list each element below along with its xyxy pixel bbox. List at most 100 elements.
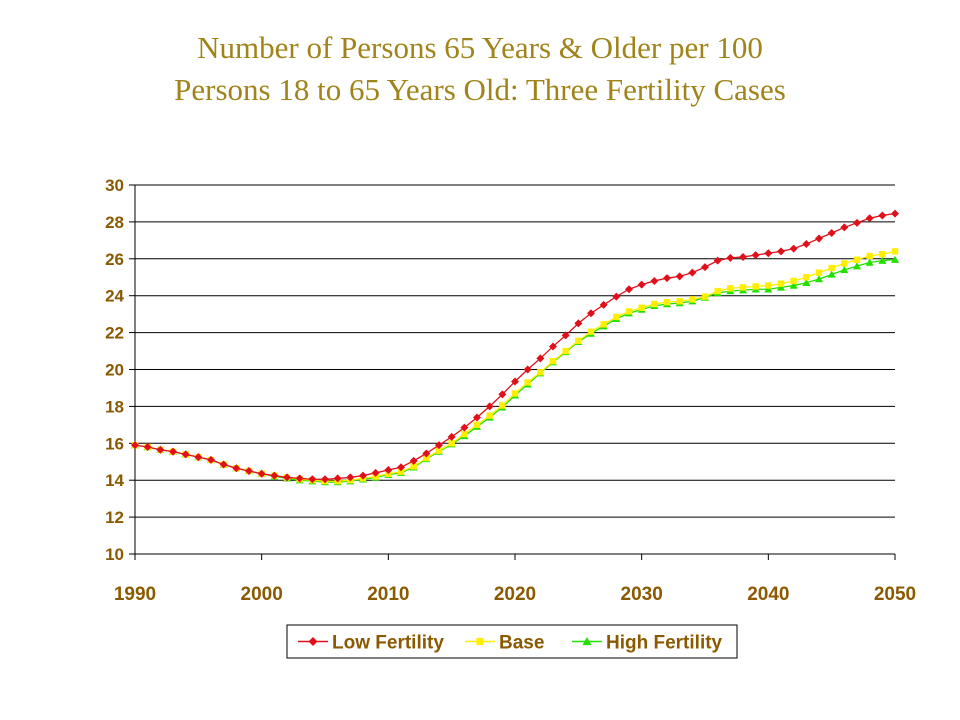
- data-point: [701, 263, 709, 272]
- data-point: [561, 331, 570, 340]
- data-point: [739, 252, 747, 261]
- legend-label: Base: [499, 633, 544, 654]
- data-point: [840, 223, 849, 232]
- data-point: [181, 450, 190, 459]
- data-point: [853, 256, 861, 263]
- data-point: [827, 270, 836, 278]
- y-tick-labels: 10 12 14 16 18 20 22 24 26 28 30: [105, 176, 124, 564]
- data-point: [524, 379, 531, 386]
- y-tick-label: 26: [105, 250, 124, 269]
- data-point: [511, 377, 519, 386]
- legend-box: [286, 624, 738, 659]
- series-group: [131, 209, 899, 486]
- data-point: [283, 473, 291, 482]
- series-low-fertility: [131, 209, 899, 484]
- data-point: [714, 287, 721, 295]
- data-point: [878, 256, 887, 264]
- y-tick-label: 16: [105, 434, 124, 453]
- chart-title-line-1: Number of Persons 65 Years & Older per 1…: [197, 30, 763, 65]
- data-point: [511, 390, 519, 397]
- data-point: [333, 474, 342, 483]
- data-point: [853, 262, 861, 270]
- data-point: [422, 449, 431, 458]
- data-point: [156, 445, 165, 454]
- data-point: [651, 300, 658, 308]
- data-point: [878, 211, 887, 220]
- data-point: [676, 298, 683, 305]
- data-point: [865, 214, 874, 223]
- data-point: [448, 440, 455, 447]
- data-point: [879, 250, 886, 258]
- data-point: [169, 447, 177, 456]
- data-point: [726, 253, 735, 262]
- data-point: [752, 283, 759, 290]
- data-point: [790, 277, 797, 285]
- x-tick-label: 2020: [494, 584, 536, 605]
- legend-marker: [582, 637, 592, 646]
- data-point: [498, 390, 507, 399]
- axes: [129, 184, 896, 560]
- y-tick-label: 30: [105, 176, 124, 195]
- data-point: [460, 423, 469, 432]
- x-tick-labels: 1990 2000 2010 2020 2030 2040 2050: [114, 584, 916, 605]
- legend-label: Low Fertility: [332, 633, 444, 654]
- data-point: [587, 309, 595, 318]
- series-high-fertility: [131, 255, 899, 486]
- data-point: [599, 300, 608, 309]
- data-point: [359, 471, 367, 480]
- data-point: [409, 456, 418, 465]
- data-point: [473, 421, 481, 429]
- y-tick-label: 22: [105, 324, 124, 343]
- y-tick-label: 14: [105, 471, 124, 490]
- y-tick-label: 24: [105, 287, 124, 306]
- x-tick-label: 2050: [874, 584, 916, 605]
- data-point: [815, 275, 823, 283]
- y-tick-label: 12: [105, 508, 124, 527]
- data-point: [397, 463, 405, 472]
- legend-item-low-fertility: Low Fertility: [298, 633, 444, 654]
- data-point: [270, 471, 279, 480]
- data-point: [841, 260, 848, 267]
- chart-title-line-2: Persons 18 to 65 Years Old: Three Fertil…: [174, 72, 786, 107]
- data-point: [384, 466, 393, 475]
- x-tick-label: 2040: [747, 584, 789, 605]
- y-tick-label: 28: [105, 213, 124, 232]
- data-point: [815, 234, 823, 243]
- data-point: [853, 218, 861, 227]
- y-tick-label: 18: [105, 397, 124, 416]
- data-point: [613, 313, 620, 321]
- data-point: [587, 328, 595, 335]
- data-point: [410, 463, 417, 470]
- data-point: [891, 248, 899, 255]
- x-tick-label: 2010: [367, 584, 409, 605]
- data-point: [435, 441, 443, 450]
- data-point: [219, 460, 228, 469]
- legend-label: High Fertility: [606, 633, 723, 654]
- data-point: [232, 464, 241, 473]
- data-point: [131, 441, 139, 450]
- data-point: [866, 252, 873, 260]
- data-point: [803, 274, 810, 281]
- data-point: [473, 413, 481, 422]
- y-tick-label: 20: [105, 361, 124, 380]
- data-point: [295, 474, 304, 483]
- data-point: [625, 285, 633, 294]
- data-point: [537, 369, 544, 376]
- data-point: [713, 256, 722, 265]
- data-point: [257, 469, 266, 478]
- data-point: [447, 432, 456, 441]
- data-point: [207, 455, 215, 464]
- data-point: [827, 228, 836, 237]
- data-point: [574, 319, 583, 328]
- data-point: [865, 258, 874, 266]
- data-point: [688, 268, 697, 277]
- data-point: [675, 272, 684, 281]
- data-point: [840, 265, 849, 274]
- data-point: [689, 296, 696, 303]
- data-point: [764, 285, 773, 293]
- x-tick-label: 2000: [241, 584, 283, 605]
- data-point: [523, 365, 532, 374]
- legend: Low Fertility Base High Fertility: [286, 624, 738, 659]
- data-point: [751, 251, 760, 260]
